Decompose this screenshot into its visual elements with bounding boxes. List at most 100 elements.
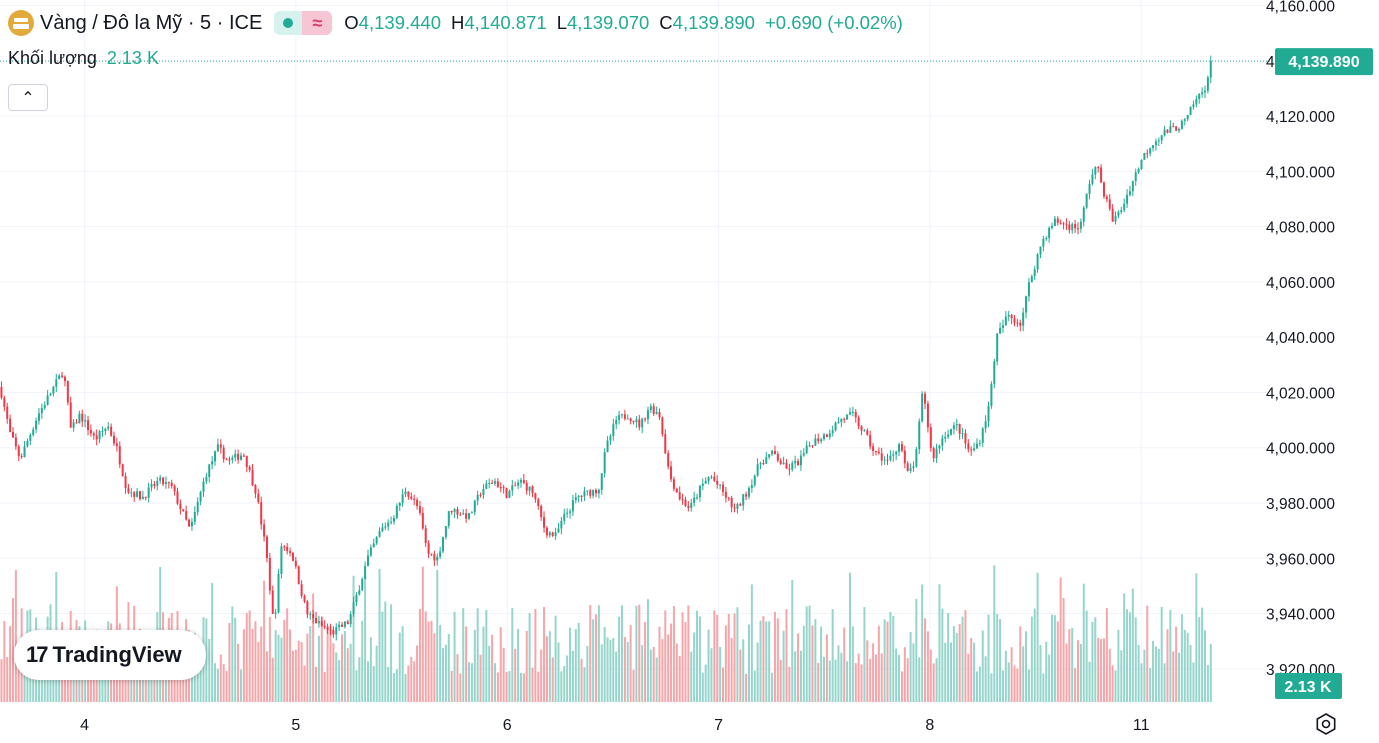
- candle-body: [892, 454, 895, 456]
- volume-bar: [883, 619, 886, 702]
- candle-body: [343, 621, 346, 627]
- candle-body: [1134, 172, 1137, 182]
- market-open-icon: [274, 11, 303, 35]
- volume-bar: [626, 641, 629, 702]
- candle-body: [727, 497, 730, 499]
- candle-body: [970, 449, 973, 451]
- volume-bar: [687, 605, 690, 702]
- candle-body: [147, 487, 150, 498]
- volume-bar: [799, 650, 802, 702]
- volume-bar: [944, 642, 947, 702]
- candle-body: [785, 462, 788, 469]
- candle-body: [799, 455, 802, 466]
- volume-bar: [828, 660, 831, 702]
- candle-body: [987, 406, 990, 422]
- volume-bar: [779, 660, 782, 702]
- volume-bar: [1123, 593, 1126, 702]
- price-axis[interactable]: 4,160.0004,140.0004,120.0004,100.0004,08…: [1266, 0, 1335, 679]
- candle-body: [439, 551, 442, 557]
- volume-bar: [817, 662, 820, 702]
- candle-body: [522, 479, 525, 483]
- volume-bar: [814, 619, 817, 702]
- volume-bar: [903, 647, 906, 702]
- candle-body: [138, 491, 141, 500]
- candle-body: [828, 433, 831, 438]
- volume-bar: [759, 620, 762, 702]
- candle-body: [508, 490, 511, 498]
- volume-bar: [1053, 615, 1056, 702]
- candle-body: [1019, 322, 1022, 326]
- candle-body: [493, 481, 496, 484]
- candle-body: [1094, 167, 1097, 175]
- volume-bar: [358, 657, 361, 702]
- candle-body: [615, 419, 618, 425]
- volume-bar: [632, 669, 635, 702]
- candle-body: [231, 457, 234, 460]
- candle-body: [1088, 183, 1091, 194]
- volume-bar: [1157, 649, 1160, 702]
- candle-body: [0, 386, 3, 398]
- volume-bar: [987, 614, 990, 702]
- volume-bar: [375, 645, 378, 702]
- symbol-title[interactable]: Vàng / Đô la Mỹ · 5 · ICE: [40, 11, 263, 34]
- candle-body: [297, 566, 300, 585]
- candle-body: [444, 526, 447, 538]
- candle-body: [1082, 207, 1085, 222]
- volume-bar: [889, 612, 892, 702]
- candle-body: [658, 412, 661, 418]
- volume-bar: [658, 626, 661, 702]
- chart-grid: [0, 0, 1268, 702]
- candle-body: [1013, 318, 1016, 323]
- candle-body: [447, 511, 450, 527]
- candle-body: [459, 514, 462, 516]
- volume-bar: [915, 598, 918, 702]
- volume-bar: [447, 633, 450, 702]
- volume-bar: [98, 664, 101, 702]
- candle-body: [580, 495, 583, 497]
- volume-bar: [271, 657, 274, 702]
- candle-body: [190, 521, 193, 527]
- candle-body: [629, 418, 632, 421]
- volume-bar: [355, 670, 358, 702]
- candle-body: [975, 443, 978, 449]
- x-tick-label: 4: [80, 717, 89, 734]
- volume-bar: [329, 626, 332, 702]
- volume-bar: [846, 661, 849, 702]
- candle-body: [808, 445, 811, 447]
- volume-bar: [517, 629, 520, 702]
- candle-body: [442, 537, 445, 552]
- volume-bar: [872, 643, 875, 702]
- candle-body: [265, 536, 268, 558]
- volume-bar: [424, 611, 427, 702]
- candle-body: [906, 463, 909, 471]
- volume-bar: [698, 616, 701, 702]
- volume-bar: [1180, 614, 1183, 702]
- volume-bar: [808, 605, 811, 702]
- candle-body: [534, 493, 537, 500]
- volume-bar: [805, 606, 808, 702]
- volume-bar: [294, 649, 297, 702]
- volume-bar: [753, 670, 756, 702]
- volume-bar: [999, 619, 1002, 702]
- volume-bar: [825, 634, 828, 702]
- volume-bar: [462, 608, 465, 702]
- volume-bar: [932, 663, 935, 702]
- volume-bar: [566, 655, 569, 702]
- volume-bar: [831, 609, 834, 702]
- x-tick-label: 7: [714, 717, 723, 734]
- status-pill[interactable]: ≈: [274, 11, 333, 35]
- close-value: C4,139.890: [659, 12, 755, 33]
- volume-bar: [289, 629, 292, 702]
- time-axis[interactable]: 4 5 6 7 8 11: [80, 717, 1149, 734]
- volume-bar: [1149, 668, 1152, 702]
- candle-body: [127, 488, 130, 493]
- tradingview-logo[interactable]: 17 TradingView: [14, 630, 206, 680]
- settings-gear-icon[interactable]: [1314, 712, 1338, 736]
- candle-body: [600, 473, 603, 490]
- candle-body: [381, 527, 384, 532]
- collapse-legend-button[interactable]: ⌃: [8, 84, 48, 111]
- candle-body: [407, 491, 410, 497]
- y-tick-label: 4,080.000: [1266, 220, 1335, 237]
- volume-bar: [569, 627, 572, 702]
